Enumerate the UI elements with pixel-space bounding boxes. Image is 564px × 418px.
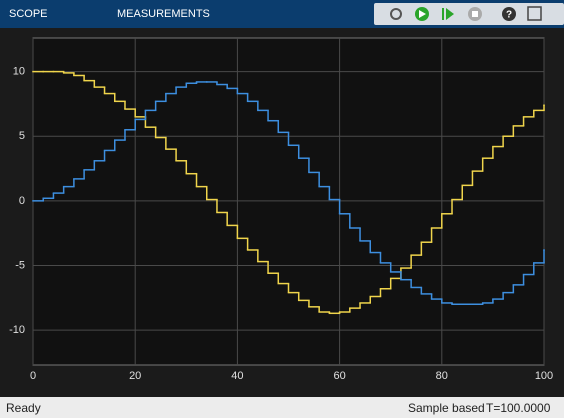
y-tick-label: -10 bbox=[9, 324, 25, 336]
status-bar: Ready Sample based T=100.0000 bbox=[0, 397, 564, 418]
tab[interactable]: SCOPE bbox=[9, 8, 48, 20]
x-tick-label: 0 bbox=[30, 370, 36, 382]
y-tick-label: -5 bbox=[15, 259, 25, 271]
y-tick-label: 10 bbox=[13, 66, 25, 78]
status-text: Ready bbox=[6, 401, 41, 415]
tab[interactable]: MEASUREMENTS bbox=[117, 8, 210, 20]
settings-button[interactable] bbox=[390, 8, 402, 20]
x-tick-label: 80 bbox=[436, 370, 448, 382]
help-button[interactable] bbox=[502, 7, 516, 21]
toolbar-icons: ? bbox=[374, 3, 564, 25]
y-tick-label: 0 bbox=[19, 195, 25, 207]
x-tick-label: 20 bbox=[129, 370, 141, 382]
status-mode: Sample based bbox=[408, 401, 485, 415]
svg-text:?: ? bbox=[506, 10, 512, 21]
plot-area bbox=[32, 37, 545, 366]
y-tick-label: 5 bbox=[19, 130, 25, 142]
x-tick-label: 100 bbox=[535, 370, 553, 382]
undock-button[interactable] bbox=[527, 6, 542, 21]
status-time: T=100.0000 bbox=[486, 401, 551, 415]
step-button[interactable] bbox=[446, 8, 454, 20]
x-tick-label: 60 bbox=[333, 370, 345, 382]
toolbar: SCOPE MEASUREMENTS ? bbox=[0, 0, 564, 28]
x-tick-label: 40 bbox=[231, 370, 243, 382]
